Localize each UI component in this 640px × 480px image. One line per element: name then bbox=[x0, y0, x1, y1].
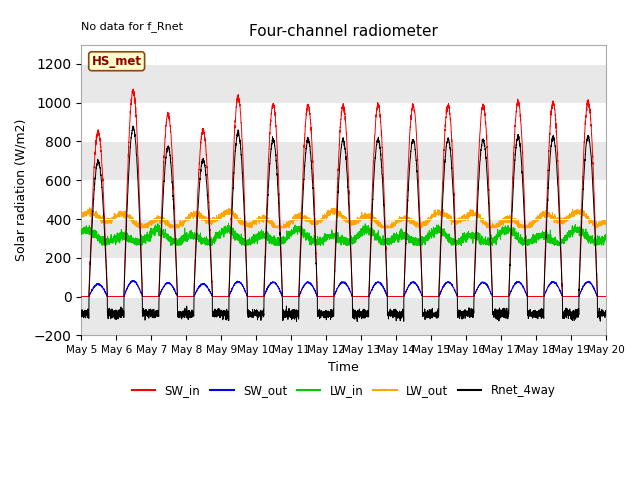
SW_in bbox=[129, 86, 137, 92]
LW_out bbox=[491, 222, 499, 228]
X-axis label: Time: Time bbox=[328, 360, 359, 373]
SW_in bbox=[324, 294, 332, 300]
SW_out bbox=[559, 294, 566, 300]
SW_in bbox=[602, 294, 610, 300]
Line: SW_in: SW_in bbox=[81, 89, 606, 297]
SW_in bbox=[77, 294, 85, 300]
Bar bbox=[81, 297, 606, 336]
LW_in bbox=[77, 228, 85, 233]
LW_in bbox=[324, 232, 332, 238]
SW_in bbox=[491, 294, 499, 300]
LW_in bbox=[602, 234, 609, 240]
LW_in bbox=[172, 240, 179, 245]
SW_out bbox=[172, 290, 179, 296]
Text: HS_met: HS_met bbox=[92, 55, 141, 68]
SW_out bbox=[324, 294, 332, 300]
Legend: SW_in, SW_out, LW_in, LW_out, Rnet_4way: SW_in, SW_out, LW_in, LW_out, Rnet_4way bbox=[127, 380, 561, 402]
LW_in bbox=[461, 234, 469, 240]
SW_out bbox=[129, 277, 137, 283]
Bar bbox=[81, 142, 606, 180]
LW_out bbox=[433, 211, 440, 216]
Rnet_4way bbox=[433, 314, 440, 320]
LW_out bbox=[77, 216, 85, 221]
SW_in bbox=[172, 239, 179, 245]
LW_in bbox=[433, 228, 440, 233]
SW_out bbox=[491, 294, 499, 300]
Rnet_4way bbox=[461, 315, 469, 321]
LW_out bbox=[602, 217, 610, 223]
SW_out bbox=[432, 294, 440, 300]
Line: LW_in: LW_in bbox=[81, 223, 606, 245]
LW_out bbox=[602, 218, 609, 224]
LW_in bbox=[491, 234, 499, 240]
Rnet_4way bbox=[77, 311, 85, 317]
LW_out bbox=[135, 225, 143, 230]
Text: No data for f_Rnet: No data for f_Rnet bbox=[81, 21, 183, 32]
Bar bbox=[81, 64, 606, 103]
SW_out bbox=[77, 294, 85, 300]
LW_in bbox=[225, 220, 232, 226]
Y-axis label: Solar radiation (W/m2): Solar radiation (W/m2) bbox=[15, 119, 28, 261]
LW_in bbox=[602, 237, 610, 243]
LW_in bbox=[98, 242, 106, 248]
Line: Rnet_4way: Rnet_4way bbox=[81, 126, 606, 322]
LW_out bbox=[172, 223, 180, 228]
LW_out bbox=[461, 214, 469, 220]
SW_out bbox=[602, 294, 609, 300]
Bar bbox=[81, 219, 606, 258]
LW_out bbox=[86, 205, 93, 211]
Line: LW_out: LW_out bbox=[81, 208, 606, 228]
Rnet_4way bbox=[324, 309, 332, 314]
Line: SW_out: SW_out bbox=[81, 280, 606, 297]
Rnet_4way bbox=[491, 312, 499, 318]
SW_in bbox=[432, 294, 440, 300]
SW_out bbox=[461, 294, 469, 300]
Rnet_4way bbox=[353, 319, 361, 324]
SW_in bbox=[461, 294, 469, 300]
Rnet_4way bbox=[172, 248, 179, 253]
LW_out bbox=[324, 208, 332, 214]
Title: Four-channel radiometer: Four-channel radiometer bbox=[249, 24, 438, 39]
Rnet_4way bbox=[602, 310, 610, 315]
SW_in bbox=[602, 294, 609, 300]
Rnet_4way bbox=[129, 123, 137, 129]
SW_out bbox=[602, 294, 610, 300]
Rnet_4way bbox=[602, 308, 609, 313]
